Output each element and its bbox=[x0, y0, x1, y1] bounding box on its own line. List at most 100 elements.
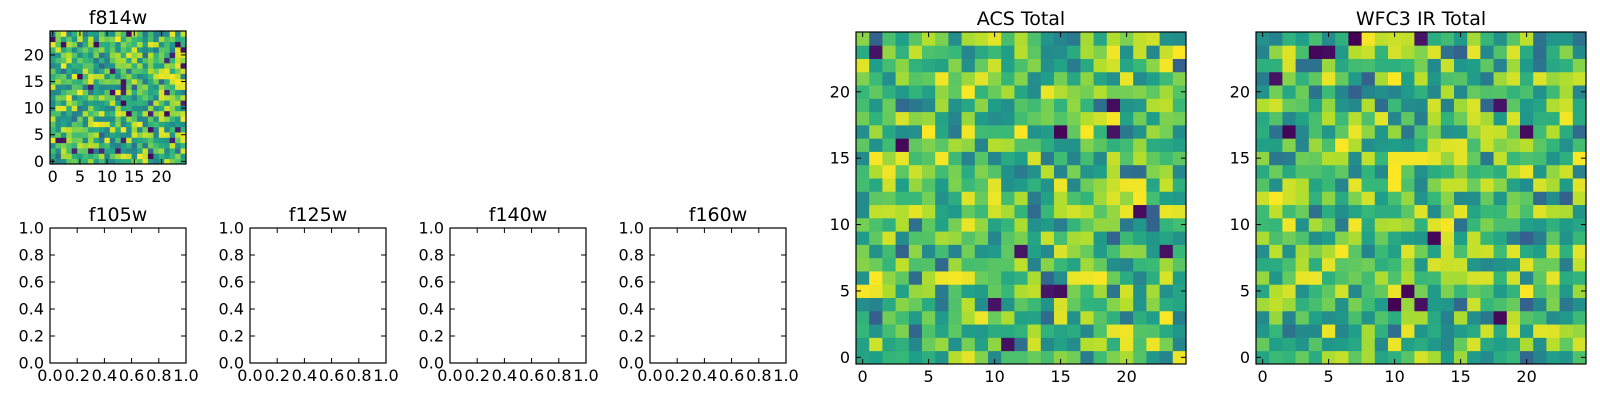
heatmap-cell bbox=[935, 178, 949, 192]
heatmap-cell bbox=[1001, 98, 1015, 113]
heatmap-cell bbox=[1572, 191, 1587, 206]
heatmap-cell bbox=[1080, 231, 1094, 245]
heatmap-cell bbox=[55, 142, 62, 149]
heatmap-cell bbox=[164, 84, 171, 90]
heatmap-cell bbox=[1282, 85, 1296, 99]
heatmap-cell bbox=[142, 84, 149, 90]
heatmap-cell bbox=[1361, 124, 1376, 139]
heatmap-cell bbox=[1361, 350, 1376, 365]
heatmap-cell bbox=[1572, 138, 1587, 152]
heatmap-cell bbox=[974, 151, 989, 166]
heatmap-cell bbox=[922, 124, 936, 139]
heatmap-cell bbox=[120, 41, 127, 48]
heatmap-cell bbox=[1282, 32, 1296, 46]
heatmap-cell bbox=[1172, 138, 1187, 152]
heatmap-cell bbox=[1282, 284, 1296, 298]
heatmap-cell bbox=[1414, 111, 1428, 126]
heatmap-cell bbox=[1467, 204, 1481, 219]
heatmap-cell bbox=[126, 142, 132, 149]
heatmap-cell bbox=[175, 116, 181, 122]
heatmap-cell bbox=[1067, 164, 1081, 179]
heatmap-cell bbox=[1480, 32, 1494, 46]
heatmap-cell bbox=[1295, 284, 1310, 298]
heatmap-cell bbox=[1269, 124, 1283, 139]
heatmap-cell bbox=[1146, 191, 1160, 206]
heatmap-cell bbox=[869, 58, 883, 73]
x-tick-label: 1.0 bbox=[773, 366, 798, 385]
heatmap-cell bbox=[1054, 271, 1068, 285]
heatmap-cell bbox=[1388, 138, 1402, 152]
heatmap-cell bbox=[895, 231, 910, 245]
heatmap-cell bbox=[1388, 217, 1402, 232]
heatmap-cell bbox=[115, 132, 122, 138]
panel-title: WFC3 IR Total bbox=[1356, 8, 1486, 30]
heatmap-cell bbox=[169, 36, 176, 43]
heatmap-cell bbox=[98, 36, 105, 43]
heatmap-cell bbox=[908, 71, 923, 86]
heatmap-cell bbox=[153, 89, 160, 96]
heatmap-cell bbox=[137, 31, 143, 37]
heatmap-cell bbox=[77, 94, 84, 101]
heatmap-cell bbox=[1546, 58, 1560, 73]
heatmap-cell bbox=[961, 98, 976, 113]
y-tick-label: 20 bbox=[24, 45, 44, 64]
heatmap-cell bbox=[908, 284, 923, 298]
heatmap-cell bbox=[1467, 350, 1481, 365]
heatmap-cell bbox=[1133, 324, 1147, 338]
heatmap-cell bbox=[1520, 85, 1534, 99]
heatmap-cell bbox=[1001, 204, 1015, 219]
heatmap-cell bbox=[1054, 191, 1068, 206]
heatmap-cell bbox=[1414, 310, 1428, 325]
heatmap-cell bbox=[1520, 297, 1534, 312]
heatmap-cell bbox=[1546, 164, 1560, 179]
heatmap-cell bbox=[1506, 310, 1521, 325]
heatmap-cell bbox=[1559, 257, 1574, 272]
heatmap-cell bbox=[104, 68, 111, 74]
heatmap-cell bbox=[1388, 324, 1402, 338]
heatmap-cell bbox=[169, 158, 176, 165]
heatmap-cell bbox=[895, 111, 910, 126]
heatmap-cell bbox=[126, 78, 132, 85]
heatmap-cell bbox=[882, 284, 896, 298]
heatmap-cell bbox=[1414, 85, 1428, 99]
x-tick-label: 0.0 bbox=[637, 366, 662, 385]
heatmap-cell bbox=[1348, 337, 1362, 352]
heatmap-cell bbox=[882, 111, 896, 126]
heatmap-cell bbox=[147, 153, 154, 160]
heatmap-cell bbox=[131, 137, 138, 144]
heatmap-cell bbox=[158, 46, 165, 53]
heatmap-cell bbox=[169, 84, 176, 90]
heatmap-cell bbox=[1080, 337, 1094, 352]
heatmap-cell bbox=[1454, 257, 1468, 272]
heatmap-cell bbox=[98, 158, 105, 165]
heatmap-cell bbox=[1388, 124, 1402, 139]
heatmap-cell bbox=[908, 217, 923, 232]
heatmap-cell bbox=[1388, 257, 1402, 272]
heatmap-cell bbox=[1506, 85, 1521, 99]
heatmap-cell bbox=[1454, 85, 1468, 99]
heatmap-cell bbox=[974, 271, 989, 285]
heatmap-cell bbox=[961, 111, 976, 126]
heatmap-cell bbox=[82, 137, 89, 144]
heatmap-cell bbox=[869, 111, 883, 126]
heatmap-cell bbox=[908, 111, 923, 126]
heatmap-cell bbox=[1520, 71, 1534, 86]
heatmap-cell bbox=[1295, 71, 1310, 86]
heatmap-cell bbox=[1120, 85, 1134, 99]
heatmap-cell bbox=[1427, 337, 1442, 352]
heatmap-cell bbox=[1520, 257, 1534, 272]
heatmap-cell bbox=[1506, 191, 1521, 206]
panel-title: f140w bbox=[489, 204, 548, 226]
heatmap-cell bbox=[169, 62, 176, 69]
heatmap-cell bbox=[175, 94, 181, 101]
heatmap-cell bbox=[71, 153, 78, 160]
heatmap-cell bbox=[1361, 231, 1376, 245]
heatmap-cell bbox=[50, 121, 56, 128]
heatmap-cell bbox=[66, 68, 73, 74]
heatmap-cell bbox=[109, 89, 116, 96]
y-tick-label: 5 bbox=[840, 281, 850, 300]
heatmap-cell bbox=[88, 142, 94, 149]
heatmap-cell bbox=[104, 73, 111, 80]
heatmap-cell bbox=[1146, 85, 1160, 99]
heatmap-cell bbox=[120, 46, 127, 53]
